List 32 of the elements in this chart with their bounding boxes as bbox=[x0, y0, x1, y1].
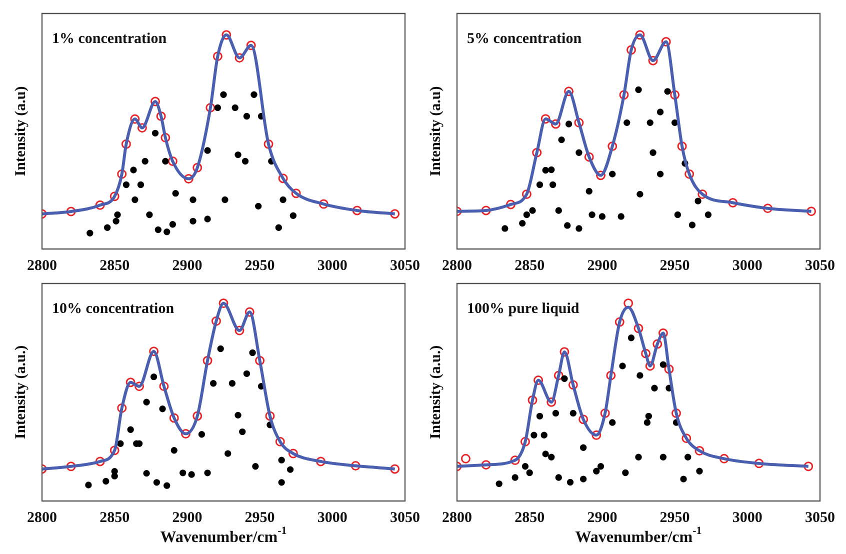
x-tick-label: 2900 bbox=[172, 510, 202, 526]
y-axis-title: Intensity (a.u) bbox=[428, 86, 444, 176]
x-tick-label: 3000 bbox=[732, 510, 762, 526]
x-tick-label: 3050 bbox=[805, 258, 835, 274]
x-tick-label: 2950 bbox=[244, 258, 275, 274]
x-tick-label: 2850 bbox=[100, 510, 130, 526]
x-tick-label: 2800 bbox=[442, 258, 472, 274]
x-tick-label: 3050 bbox=[390, 510, 420, 526]
x-tick-label: 3050 bbox=[390, 258, 420, 274]
x-tick-label: 2850 bbox=[100, 258, 130, 274]
x-tick-label: 3000 bbox=[317, 510, 348, 526]
x-tick-label: 2800 bbox=[27, 510, 57, 526]
x-tick-label: 2950 bbox=[244, 510, 275, 526]
x-tick-label: 2950 bbox=[660, 258, 690, 274]
x-tick-label: 2800 bbox=[442, 510, 472, 526]
y-axis-title: Intensity (a.u.) bbox=[428, 345, 444, 440]
x-tick-label: 3050 bbox=[805, 510, 835, 526]
x-tick-label: 2850 bbox=[514, 258, 545, 274]
x-tick-label: 2900 bbox=[587, 258, 618, 274]
annotation: 10% concentration bbox=[52, 300, 175, 317]
x-tick-label: 2850 bbox=[514, 510, 545, 526]
x-tick-label: 2900 bbox=[172, 258, 202, 274]
x-tick-label: 2900 bbox=[587, 510, 618, 526]
x-tick-label: 3000 bbox=[732, 258, 762, 274]
x-tick-label: 3000 bbox=[317, 258, 348, 274]
annotation: 1% concentration bbox=[52, 30, 168, 47]
y-axis-title: Intensity (a.u.) bbox=[12, 345, 29, 440]
y-axis-title: Intensity (a.u) bbox=[12, 86, 29, 176]
x-tick-label: 2950 bbox=[660, 510, 690, 526]
x-tick-label: 2800 bbox=[27, 258, 57, 274]
annotation: 5% concentration bbox=[467, 30, 582, 47]
annotation: 100% pure liquid bbox=[467, 300, 580, 317]
